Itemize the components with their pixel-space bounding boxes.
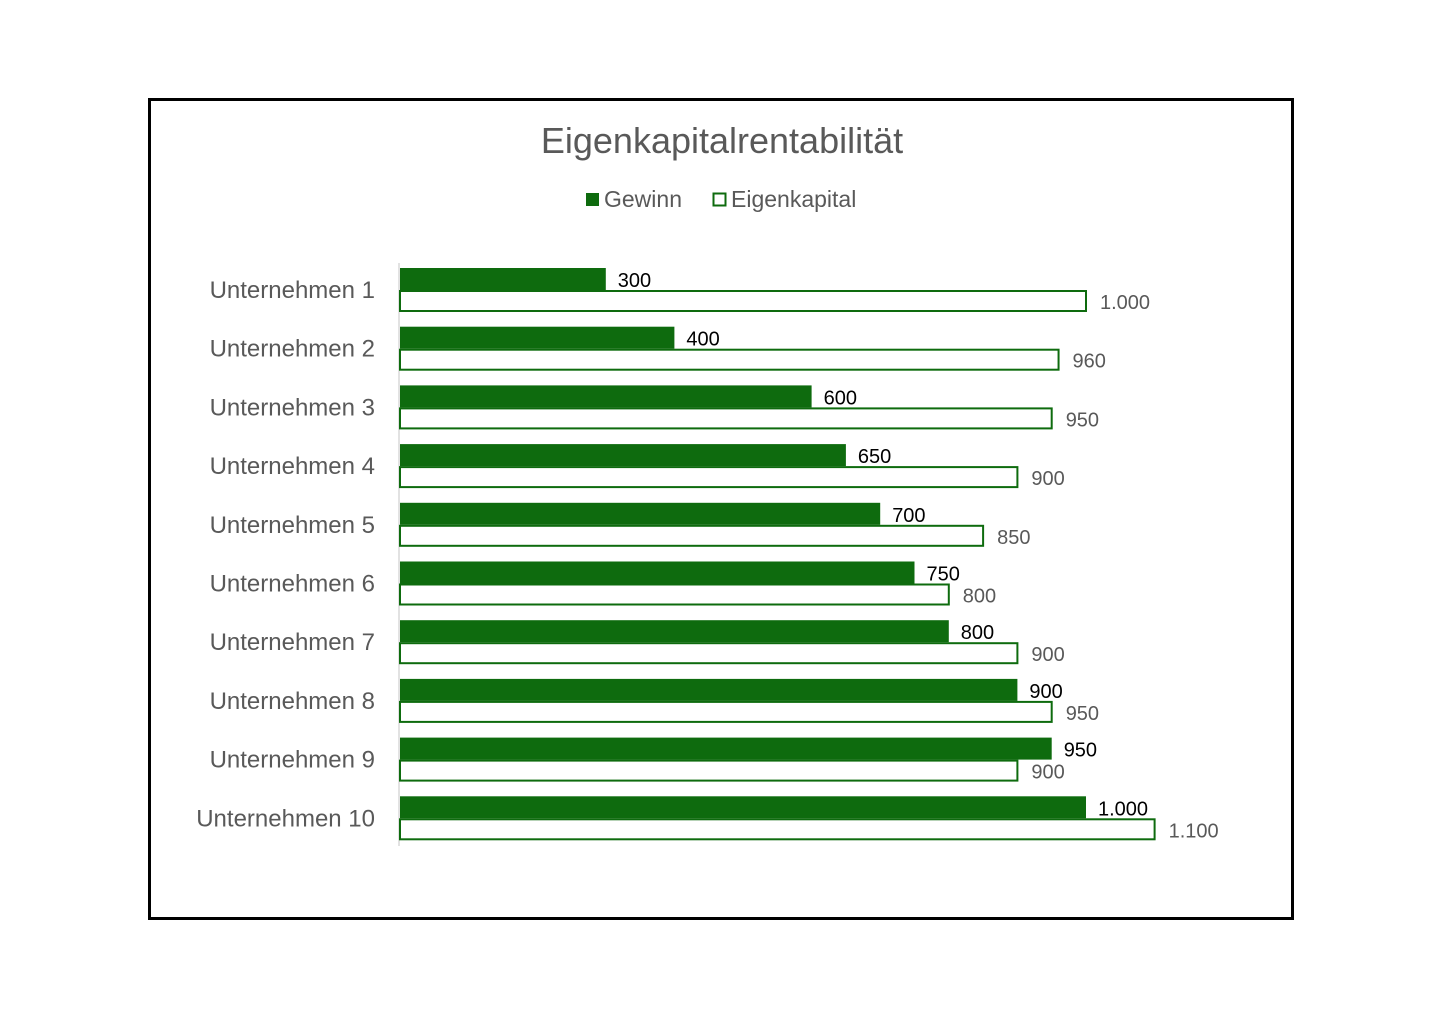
category-label: Unternehmen 7 bbox=[210, 629, 375, 656]
data-label-eigenkapital: 800 bbox=[963, 586, 996, 608]
data-label-gewinn: 700 bbox=[892, 505, 925, 527]
bar-gewinn bbox=[400, 268, 606, 290]
category-label: Unternehmen 6 bbox=[210, 571, 375, 598]
data-label-eigenkapital: 960 bbox=[1073, 351, 1106, 373]
bar-eigenkapital bbox=[399, 583, 950, 606]
data-label-eigenkapital: 900 bbox=[1031, 762, 1064, 784]
bar-eigenkapital bbox=[399, 466, 1019, 489]
bar-eigenkapital bbox=[399, 524, 985, 547]
data-label-eigenkapital: 950 bbox=[1066, 409, 1099, 431]
chart-title: Eigenkapitalrentabilität bbox=[541, 120, 903, 161]
bar-gewinn bbox=[400, 444, 846, 467]
data-label-gewinn: 650 bbox=[858, 446, 891, 468]
data-label-gewinn: 1.000 bbox=[1098, 798, 1148, 820]
bar-gewinn bbox=[400, 678, 1018, 701]
data-label-eigenkapital: 950 bbox=[1066, 703, 1099, 725]
data-label-gewinn: 950 bbox=[1064, 740, 1097, 762]
legend-swatch-gewinn bbox=[586, 193, 599, 206]
category-label: Unternehmen 5 bbox=[210, 512, 375, 539]
legend: Gewinn Eigenkapital bbox=[586, 186, 856, 212]
bar-eigenkapital bbox=[399, 759, 1019, 782]
data-label-gewinn: 800 bbox=[961, 622, 994, 644]
data-label-gewinn: 600 bbox=[824, 387, 857, 409]
bar-gewinn bbox=[400, 796, 1086, 819]
bar-eigenkapital bbox=[399, 290, 1087, 312]
data-label-eigenkapital: 1.000 bbox=[1100, 292, 1150, 314]
legend-label-eigenkapital: Eigenkapital bbox=[731, 186, 856, 212]
bar-eigenkapital bbox=[399, 818, 1156, 841]
data-label-gewinn: 900 bbox=[1029, 681, 1062, 703]
category-label: Unternehmen 8 bbox=[210, 688, 375, 715]
bar-gewinn bbox=[400, 385, 812, 408]
category-label: Unternehmen 4 bbox=[210, 453, 375, 480]
bar-eigenkapital bbox=[399, 407, 1053, 430]
bar-gewinn bbox=[400, 561, 915, 584]
bar-gewinn bbox=[400, 502, 881, 525]
bar-eigenkapital bbox=[399, 348, 1060, 371]
data-label-gewinn: 750 bbox=[927, 564, 960, 586]
data-label-gewinn: 300 bbox=[618, 270, 651, 292]
bar-gewinn bbox=[400, 737, 1052, 760]
data-label-eigenkapital: 850 bbox=[997, 527, 1030, 549]
category-label: Unternehmen 3 bbox=[210, 394, 375, 421]
data-label-gewinn: 400 bbox=[686, 329, 719, 351]
category-label: Unternehmen 2 bbox=[210, 336, 375, 363]
category-label: Unternehmen 9 bbox=[210, 747, 375, 774]
legend-swatch-eigenkapital bbox=[712, 192, 727, 207]
data-label-eigenkapital: 900 bbox=[1031, 468, 1064, 490]
plot-area: Unternehmen 1 300 1.000 Unternehmen 2 400 960… bbox=[196, 268, 1219, 842]
bar-eigenkapital bbox=[399, 700, 1053, 723]
bar-eigenkapital bbox=[399, 642, 1019, 665]
bar-gewinn bbox=[400, 326, 675, 349]
category-label: Unternehmen 1 bbox=[210, 277, 375, 304]
bar-gewinn bbox=[400, 620, 949, 643]
legend-label-gewinn: Gewinn bbox=[604, 186, 682, 212]
data-label-eigenkapital: 900 bbox=[1031, 644, 1064, 666]
category-label: Unternehmen 10 bbox=[196, 805, 375, 832]
data-label-eigenkapital: 1.100 bbox=[1169, 820, 1219, 842]
